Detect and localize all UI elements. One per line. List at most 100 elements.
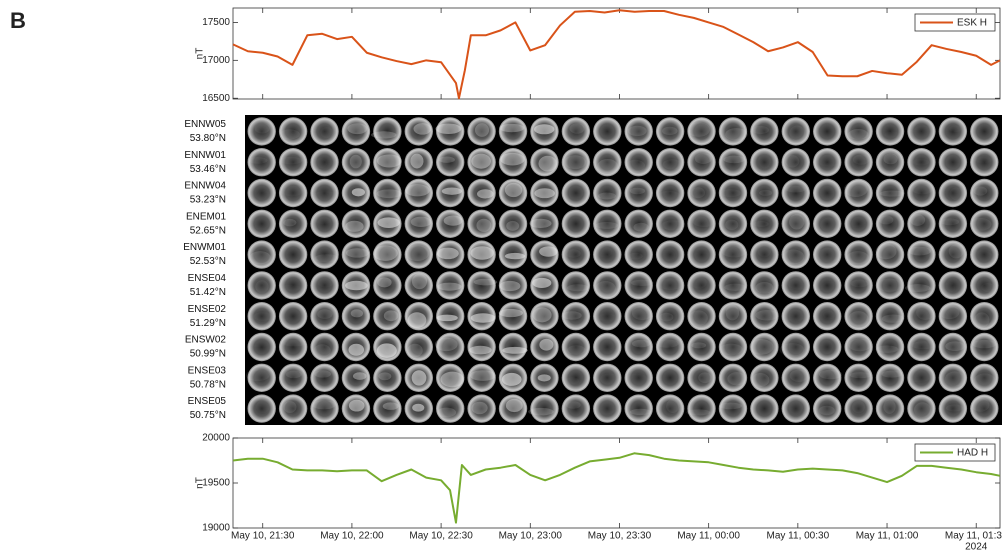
sky-image xyxy=(562,394,590,422)
sky-feature xyxy=(350,155,362,169)
sky-feature xyxy=(879,215,894,224)
sky-feature xyxy=(539,156,557,172)
sky-feature xyxy=(376,189,402,198)
sky-feature xyxy=(755,310,778,321)
sky-feature xyxy=(351,309,363,317)
sky-feature xyxy=(314,254,339,262)
sky-feature xyxy=(412,370,427,385)
sky-feature xyxy=(532,307,551,322)
sky-feature xyxy=(284,401,297,413)
legend-label: ESK H xyxy=(957,18,987,29)
sky-image xyxy=(876,364,904,392)
sky-feature xyxy=(657,191,680,203)
sky-feature xyxy=(630,409,652,415)
sky-feature xyxy=(949,187,963,200)
sky-feature xyxy=(506,221,519,231)
sky-feature xyxy=(815,185,836,201)
sky-feature xyxy=(722,246,747,257)
sky-feature xyxy=(876,243,897,259)
sky-image xyxy=(876,210,904,238)
sky-feature xyxy=(412,404,424,412)
sky-feature xyxy=(436,315,457,322)
sky-feature xyxy=(691,187,705,198)
sky-image xyxy=(625,394,653,422)
sky-feature xyxy=(253,312,272,321)
sky-feature xyxy=(943,282,955,293)
sky-feature xyxy=(565,249,581,257)
station-latitude: 53.23°N xyxy=(190,195,226,206)
sky-feature xyxy=(436,124,462,134)
sky-feature xyxy=(914,402,931,418)
sky-feature xyxy=(312,400,336,409)
sky-feature xyxy=(823,311,835,320)
sky-feature xyxy=(279,157,302,164)
sky-feature xyxy=(726,305,739,320)
sky-feature xyxy=(721,189,741,197)
sky-feature xyxy=(689,310,708,326)
sky-feature xyxy=(698,372,711,383)
sky-feature xyxy=(348,344,364,356)
sky-feature xyxy=(441,372,465,388)
sky-feature xyxy=(444,216,463,226)
sky-feature xyxy=(320,127,333,138)
plot-area xyxy=(233,438,1000,528)
sky-feature xyxy=(949,125,962,132)
sky-feature xyxy=(470,370,496,381)
sky-feature xyxy=(314,344,331,357)
sky-feature xyxy=(910,214,925,226)
sky-feature xyxy=(844,213,866,228)
sky-feature xyxy=(785,155,800,168)
sky-feature xyxy=(255,280,268,293)
sky-feature xyxy=(880,190,905,196)
x-tick-label: May 10, 22:00 xyxy=(320,531,384,542)
station-name: ENEM01 xyxy=(186,211,226,222)
sky-feature xyxy=(280,129,300,139)
sky-feature xyxy=(249,251,270,264)
sky-image xyxy=(562,364,590,392)
sky-feature xyxy=(632,340,651,348)
sky-feature xyxy=(850,280,868,288)
sky-feature xyxy=(281,185,303,196)
sky-feature xyxy=(471,313,496,322)
sky-feature xyxy=(974,312,989,327)
sky-feature xyxy=(345,221,363,232)
sky-feature xyxy=(628,126,647,136)
sky-image xyxy=(687,394,715,422)
y-tick-label: 19500 xyxy=(202,478,230,489)
sky-feature xyxy=(378,372,391,380)
sky-feature xyxy=(847,251,869,264)
sky-feature xyxy=(853,155,870,165)
sky-feature xyxy=(819,406,835,415)
sky-feature xyxy=(972,340,997,348)
sky-feature xyxy=(597,336,617,350)
sky-image xyxy=(876,117,904,145)
sky-feature xyxy=(691,276,707,288)
sky-feature xyxy=(817,248,840,263)
sky-feature xyxy=(945,341,965,351)
sky-feature xyxy=(632,306,653,320)
sky-feature xyxy=(377,154,402,167)
sky-feature xyxy=(437,248,459,260)
sky-image xyxy=(310,364,338,392)
sky-feature xyxy=(597,246,613,257)
sky-feature xyxy=(566,401,581,408)
sky-feature xyxy=(249,157,268,164)
sky-feature xyxy=(506,399,523,412)
x-tick-label: May 10, 23:30 xyxy=(588,531,652,542)
figure: B ENNW0553.80°NENNW0153.46°NENNW0453.23°… xyxy=(0,0,1002,555)
sky-feature xyxy=(246,369,270,381)
sky-image xyxy=(373,117,401,145)
sky-feature xyxy=(256,400,270,413)
sky-feature xyxy=(377,277,392,287)
sky-feature xyxy=(407,344,422,358)
sky-feature xyxy=(442,188,462,195)
sky-feature xyxy=(529,219,551,228)
sky-feature xyxy=(597,159,618,173)
sky-feature xyxy=(789,126,805,142)
sky-feature xyxy=(875,346,898,353)
sky-feature xyxy=(848,339,871,352)
sky-feature xyxy=(885,131,901,137)
sky-feature xyxy=(790,370,808,382)
sky-feature xyxy=(349,400,365,412)
y-tick-label: 16500 xyxy=(202,93,230,104)
